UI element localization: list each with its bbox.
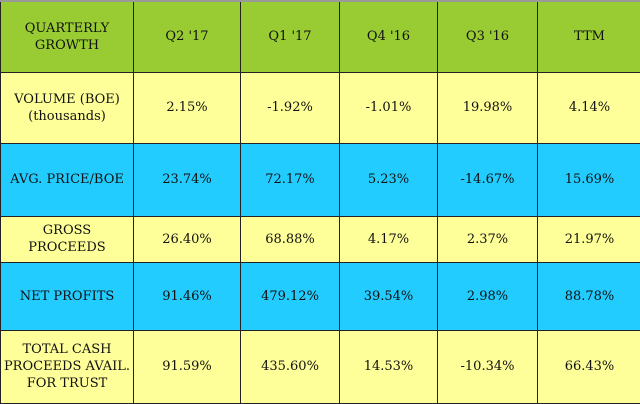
cell: 72.17% xyxy=(241,143,340,216)
header-q1-17: Q1 '17 xyxy=(241,1,340,72)
header-q3-16: Q3 '16 xyxy=(438,1,538,72)
cell: 23.74% xyxy=(134,143,241,216)
row-label: VOLUME (BOE) (thousands) xyxy=(1,72,134,143)
cell: 39.54% xyxy=(340,262,438,330)
cell: 4.17% xyxy=(340,216,438,262)
cell: 2.37% xyxy=(438,216,538,262)
cell: 26.40% xyxy=(134,216,241,262)
cell: 5.23% xyxy=(340,143,438,216)
header-ttm: TTM xyxy=(538,1,640,72)
cell: 21.97% xyxy=(538,216,640,262)
cell: -14.67% xyxy=(438,143,538,216)
cell: 435.60% xyxy=(241,330,340,403)
row-label: NET PROFITS xyxy=(1,262,134,330)
cell: 2.15% xyxy=(134,72,241,143)
cell: 2.98% xyxy=(438,262,538,330)
table-row: NET PROFITS 91.46% 479.12% 39.54% 2.98% … xyxy=(1,262,640,330)
cell: 19.98% xyxy=(438,72,538,143)
cell: 14.53% xyxy=(340,330,438,403)
row-label: GROSS PROCEEDS xyxy=(1,216,134,262)
cell: 15.69% xyxy=(538,143,640,216)
table-row: VOLUME (BOE) (thousands) 2.15% -1.92% -1… xyxy=(1,72,640,143)
cell: 91.59% xyxy=(134,330,241,403)
cell: -1.92% xyxy=(241,72,340,143)
cell: 66.43% xyxy=(538,330,640,403)
cell: 479.12% xyxy=(241,262,340,330)
cell: 88.78% xyxy=(538,262,640,330)
cell: 4.14% xyxy=(538,72,640,143)
cell: -1.01% xyxy=(340,72,438,143)
cell: 68.88% xyxy=(241,216,340,262)
row-label: AVG. PRICE/BOE xyxy=(1,143,134,216)
row-label: TOTAL CASH PROCEEDS AVAIL. FOR TRUST xyxy=(1,330,134,403)
header-q2-17: Q2 '17 xyxy=(134,1,241,72)
table-row: GROSS PROCEEDS 26.40% 68.88% 4.17% 2.37%… xyxy=(1,216,640,262)
table-row: AVG. PRICE/BOE 23.74% 72.17% 5.23% -14.6… xyxy=(1,143,640,216)
table-row: TOTAL CASH PROCEEDS AVAIL. FOR TRUST 91.… xyxy=(1,330,640,403)
header-q4-16: Q4 '16 xyxy=(340,1,438,72)
cell: -10.34% xyxy=(438,330,538,403)
cell: 91.46% xyxy=(134,262,241,330)
